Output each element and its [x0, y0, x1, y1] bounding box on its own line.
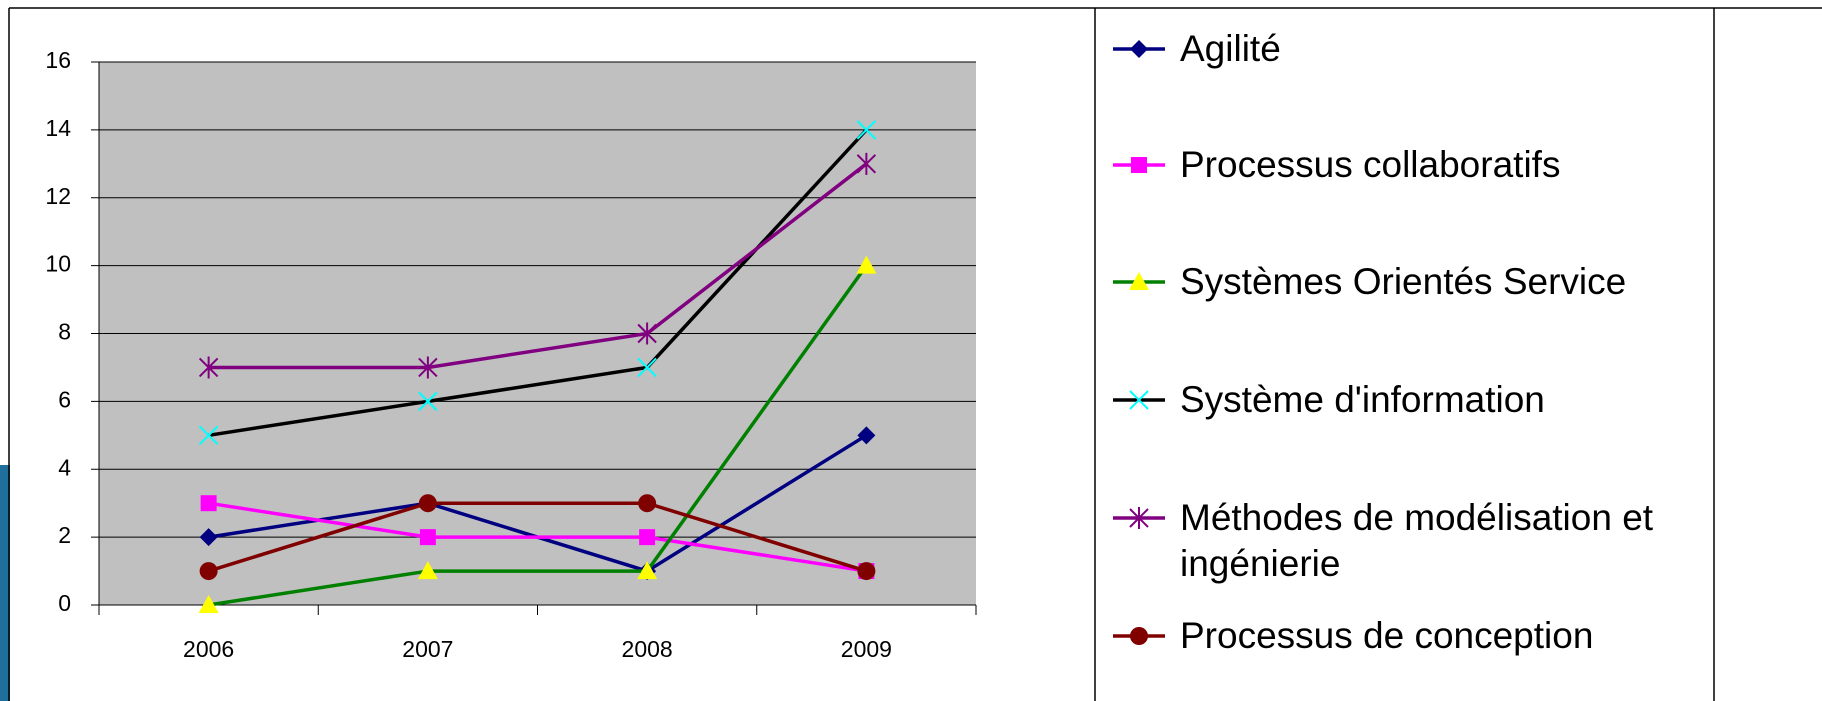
marker — [419, 529, 436, 546]
y-tick-label: 0 — [58, 590, 71, 616]
legend-label: Système d'information — [1180, 379, 1545, 420]
x-tick-label: 2006 — [183, 636, 234, 662]
marker — [198, 595, 219, 613]
x-tick-label: 2009 — [841, 636, 892, 662]
y-tick-label: 14 — [45, 115, 71, 141]
marker — [1131, 157, 1147, 173]
y-tick-label: 2 — [58, 522, 71, 548]
marker — [417, 561, 438, 580]
x-tick-label: 2008 — [622, 636, 673, 662]
marker — [857, 562, 876, 581]
marker — [1129, 272, 1149, 290]
y-tick-label: 4 — [58, 454, 71, 480]
marker — [637, 561, 658, 580]
marker — [857, 426, 876, 445]
y-tick-label: 16 — [45, 47, 71, 73]
series-line — [208, 264, 868, 607]
series-line — [208, 501, 867, 573]
marker — [856, 255, 877, 274]
x-tick-label: 2007 — [402, 636, 453, 662]
legend-label: Méthodes de modélisation et ingénierie — [1180, 497, 1654, 584]
marker — [637, 322, 657, 345]
marker — [418, 494, 437, 513]
marker — [198, 356, 219, 379]
marker — [418, 391, 438, 412]
marker — [199, 528, 218, 547]
series-line — [208, 501, 867, 573]
marker — [198, 425, 219, 446]
marker — [1130, 627, 1148, 645]
marker — [638, 494, 657, 513]
y-tick-label: 6 — [58, 386, 71, 412]
side-strip — [0, 465, 10, 701]
marker — [856, 152, 877, 175]
legend-label: Agilité — [1180, 28, 1281, 69]
marker — [1129, 390, 1149, 410]
marker — [418, 356, 438, 379]
y-tick-label: 10 — [45, 251, 71, 277]
marker — [637, 357, 657, 378]
marker — [639, 529, 656, 546]
legend-label: Processus collaboratifs — [1180, 144, 1561, 185]
marker — [1129, 507, 1149, 529]
y-tick-label: 12 — [45, 183, 71, 209]
marker — [199, 562, 218, 581]
marker — [856, 120, 877, 140]
marker — [1130, 40, 1148, 58]
series-line — [208, 162, 868, 370]
legend-label: Processus de conception — [1180, 615, 1594, 656]
legend-label: Systèmes Orientés Service — [1180, 261, 1627, 302]
marker — [200, 495, 217, 512]
y-tick-label: 8 — [58, 319, 71, 345]
